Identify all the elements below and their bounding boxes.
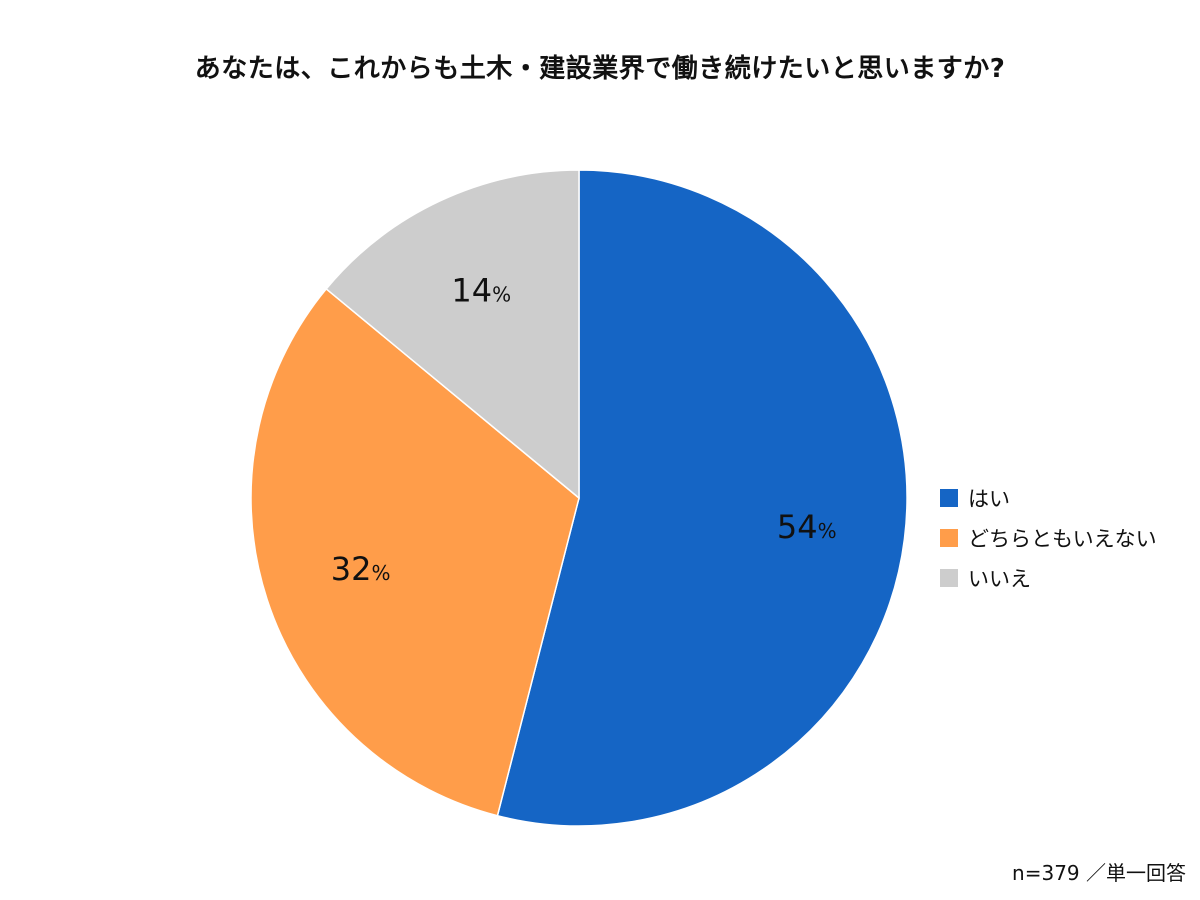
legend-swatch <box>940 569 958 587</box>
legend-item-hai: はい <box>940 478 1157 518</box>
legend-swatch <box>940 529 958 547</box>
slice-label-iie: 14% <box>451 271 511 309</box>
sample-size-note: n=379 ／単一回答 <box>1012 861 1186 885</box>
legend-label: いいえ <box>968 567 1031 591</box>
chart-title: あなたは、これからも土木・建設業界で働き続けたいと思いますか? <box>194 54 1006 84</box>
pie-slice-hai <box>496 169 908 827</box>
slice-label-hai: 54% <box>777 508 837 546</box>
pie-slice-dochiratomo <box>250 287 580 817</box>
legend-label: はい <box>968 487 1010 511</box>
pie-slice-iie <box>325 169 580 500</box>
legend-swatch <box>940 489 958 507</box>
slice-label-dochiratomo: 32% <box>331 550 391 588</box>
legend-item-dochiratomo: どちらともいえない <box>940 518 1157 558</box>
legend-label: どちらともいえない <box>968 527 1157 551</box>
legend: はいどちらともいえない いいえ <box>940 478 1157 598</box>
legend-item-iie: いいえ <box>940 558 1157 598</box>
